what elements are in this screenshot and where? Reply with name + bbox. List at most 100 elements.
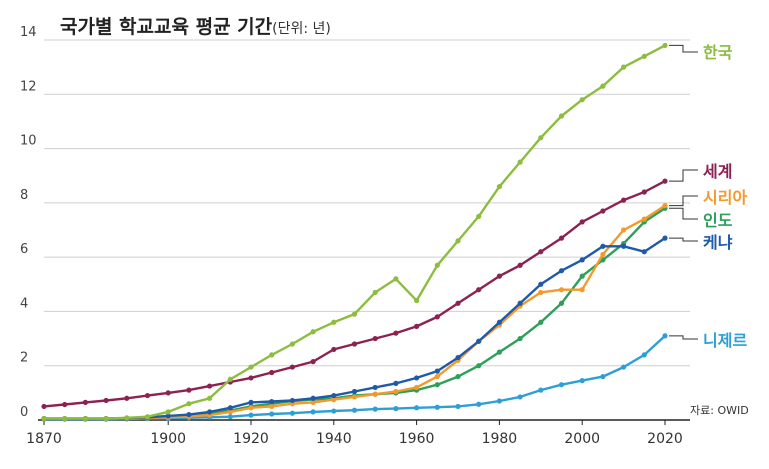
- data-point: [165, 409, 171, 415]
- data-point: [165, 390, 171, 396]
- data-point: [414, 323, 420, 329]
- data-point: [351, 388, 358, 395]
- data-point: [476, 338, 482, 344]
- data-point: [289, 410, 295, 416]
- data-point: [310, 329, 316, 335]
- data-point: [641, 189, 647, 195]
- data-point: [207, 383, 213, 389]
- data-point: [662, 42, 668, 49]
- data-point: [289, 397, 295, 404]
- data-point: [393, 380, 399, 386]
- data-point: [558, 113, 565, 119]
- data-point: [600, 251, 606, 258]
- data-point: [269, 411, 275, 417]
- data-point: [579, 97, 585, 103]
- data-point: [434, 382, 440, 388]
- data-point: [621, 243, 627, 249]
- x-axis: 1870 1900 1920 1940 1960 1980 2000 2020: [26, 419, 690, 447]
- data-point: [455, 300, 461, 306]
- data-point: [207, 409, 213, 415]
- data-point: [393, 406, 399, 412]
- data-point: [538, 319, 544, 325]
- data-point: [62, 416, 68, 422]
- data-point: [103, 416, 109, 422]
- series-한국: [41, 42, 668, 422]
- series-line: [44, 335, 666, 421]
- data-point: [538, 249, 544, 255]
- data-point: [351, 394, 358, 400]
- data-point: [496, 349, 502, 355]
- legend-leader: [669, 195, 698, 207]
- data-point: [455, 373, 461, 380]
- data-point: [434, 404, 440, 410]
- data-point: [310, 409, 316, 415]
- data-point: [496, 183, 502, 190]
- legend-leader: [669, 237, 698, 242]
- data-point: [351, 341, 358, 347]
- data-point: [186, 401, 192, 407]
- data-point: [165, 413, 171, 419]
- data-point: [476, 401, 482, 407]
- data-point: [351, 311, 358, 317]
- data-point: [310, 359, 316, 365]
- data-point: [289, 341, 295, 347]
- data-point: [662, 178, 668, 184]
- data-point: [517, 335, 523, 342]
- data-point: [600, 243, 606, 249]
- data-point: [393, 388, 399, 395]
- y-tick-label: 12: [20, 79, 37, 94]
- x-tick-label: 1980: [482, 431, 518, 447]
- data-point: [207, 395, 213, 401]
- data-point: [621, 227, 627, 233]
- data-point: [579, 257, 585, 263]
- chart-title-main: 국가별 학교교육 평균 기간: [60, 16, 273, 38]
- y-tick-label: 0: [20, 405, 28, 420]
- data-point: [372, 335, 378, 342]
- data-point: [331, 392, 337, 399]
- series-line: [44, 44, 666, 420]
- data-point: [372, 289, 378, 296]
- data-point: [600, 208, 606, 214]
- x-tick-label: 1940: [316, 431, 352, 447]
- data-point: [227, 376, 233, 382]
- data-point: [641, 249, 647, 255]
- data-point: [186, 387, 192, 393]
- y-tick-label: 10: [20, 134, 37, 149]
- data-point: [558, 268, 565, 274]
- data-point: [269, 403, 275, 410]
- grid: [44, 39, 690, 367]
- y-tick-label: 4: [20, 296, 28, 311]
- data-point: [621, 64, 627, 70]
- data-point: [558, 235, 565, 241]
- y-tick-label: 8: [20, 188, 28, 203]
- data-point: [600, 373, 606, 380]
- data-point: [517, 159, 523, 165]
- legend-label-시리아: 시리아: [703, 188, 747, 207]
- data-point: [372, 406, 378, 412]
- data-point: [662, 235, 668, 241]
- data-point: [476, 363, 482, 369]
- data-point: [558, 287, 565, 293]
- x-tick-label: 1900: [150, 431, 186, 447]
- data-point: [144, 392, 151, 399]
- legend-label-니제르: 니제르: [703, 331, 747, 350]
- legend-label-한국: 한국: [703, 43, 733, 62]
- data-point: [414, 375, 420, 381]
- legend-leader: [669, 44, 698, 53]
- series-line: [43, 180, 666, 408]
- data-point: [414, 384, 420, 391]
- series-세계: [41, 178, 668, 410]
- data-point: [372, 391, 378, 397]
- data-point: [662, 202, 668, 209]
- legend-label-케냐: 케냐: [703, 233, 733, 252]
- data-point: [455, 354, 461, 361]
- x-tick-label: 2020: [647, 431, 683, 447]
- y-tick-label: 6: [20, 242, 28, 257]
- data-point: [414, 405, 420, 411]
- y-tick-label: 14: [20, 25, 37, 40]
- data-point: [641, 352, 647, 358]
- chart-title: 국가별 학교교육 평균 기간(단위: 년): [60, 16, 331, 38]
- data-point: [227, 414, 233, 420]
- data-point: [82, 399, 88, 405]
